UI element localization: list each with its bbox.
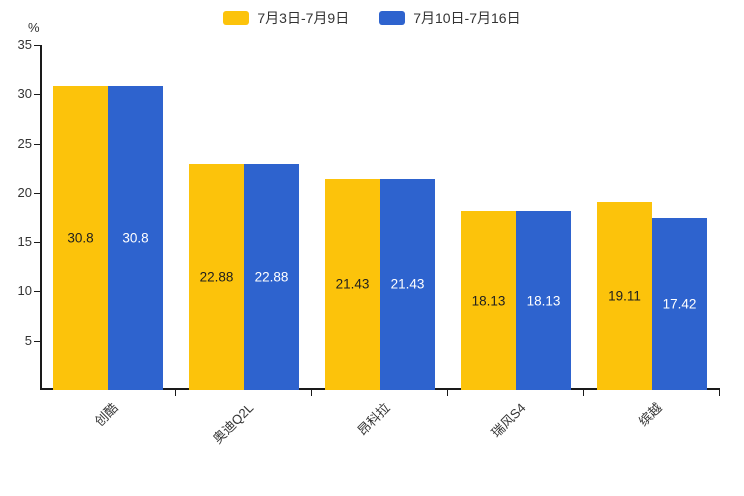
bar-value-label: 30.8 [122,230,149,246]
y-axis-unit-label: % [28,20,40,35]
bar-series2-昂科拉: 21.43 [380,178,435,390]
bar-value-label: 19.11 [608,288,641,304]
x-category-label: 昂科拉 [354,400,393,439]
bar-value-label: 18.13 [471,293,506,309]
x-tick-mark [175,390,176,396]
legend-swatch-series1 [223,11,250,25]
x-category-label: 瑞风S4 [488,400,529,441]
legend-label-series1: 7月3日-7月9日 [257,10,350,26]
y-tick-mark [34,143,40,145]
legend-item-series1[interactable]: 7月3日-7月9日 [223,8,349,28]
bar-series2-奥迪Q2L: 22.88 [244,164,299,390]
bar-series2-缤越: 17.42 [652,218,707,390]
bar-series1-创酷: 30.8 [53,86,108,390]
bar-value-label: 21.43 [390,276,425,292]
y-tick-label: 15 [17,234,32,250]
y-tick-label: 20 [17,184,32,200]
y-tick-label: 10 [17,283,32,299]
legend-swatch-series2 [379,11,406,25]
legend-label-series2: 7月10日-7月16日 [413,10,521,26]
y-axis-line [40,45,42,390]
legend: 7月3日-7月9日 7月10日-7月16日 [0,8,744,28]
y-tick-label: 35 [17,37,32,52]
y-tick-label: 30 [17,86,32,102]
bar-series1-奥迪Q2L: 22.88 [189,164,244,390]
x-tick-mark [719,390,720,396]
bar-value-label: 22.88 [199,269,234,285]
legend-item-series2[interactable]: 7月10日-7月16日 [379,8,521,28]
y-tick-mark [34,340,40,342]
plot-area: 5 10 15 20 25 30 35 30.8 30.8 创酷 22.88 22.88 奥迪Q2L 21… [18,37,720,446]
bar-series1-瑞风S4: 18.13 [461,211,516,390]
bar-series2-瑞风S4: 18.13 [516,211,571,390]
y-tick-mark [34,45,40,46]
bar-value-label: 22.88 [254,269,289,285]
bar-series1-缤越: 19.11 [597,201,652,390]
x-tick-mark [447,390,448,396]
bar-series2-创酷: 30.8 [108,86,163,390]
x-tick-mark [311,390,312,396]
x-tick-mark [583,390,584,396]
y-tick-mark [34,94,40,96]
y-tick-label: 25 [17,135,32,151]
bar-value-label: 21.43 [335,276,370,292]
x-category-label: 创酷 [91,400,121,430]
x-category-label: 奥迪Q2L [210,400,257,447]
y-tick-label: 5 [24,332,32,348]
bar-value-label: 18.13 [526,293,561,309]
bar-series1-昂科拉: 21.43 [325,178,380,390]
y-tick-mark [34,242,40,244]
bar-value-label: 30.8 [67,230,94,246]
y-tick-mark [34,291,40,293]
bar-value-label: 17.42 [662,296,697,312]
x-category-label: 缤越 [635,400,665,430]
y-tick-mark [34,192,40,194]
